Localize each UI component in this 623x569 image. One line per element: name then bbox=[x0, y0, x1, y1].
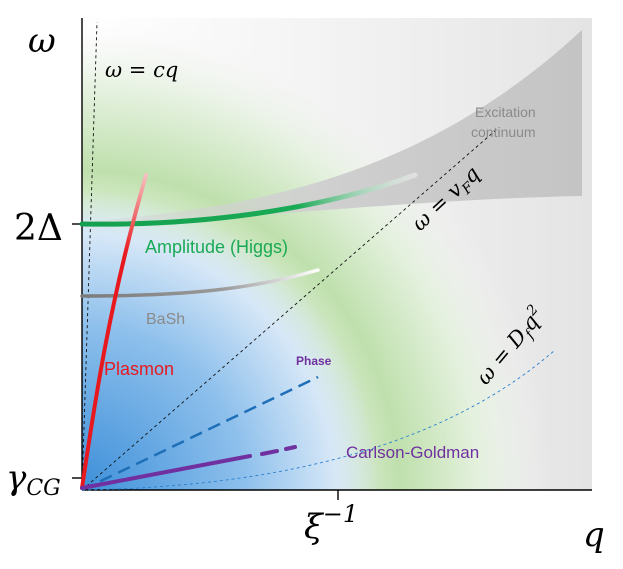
continuum-label-line1: Excitation bbox=[475, 104, 536, 120]
diffusive-curve bbox=[81, 349, 556, 491]
carlson-goldman-mode-solid bbox=[80, 454, 252, 490]
continuum-label-line2: continuum bbox=[471, 124, 536, 140]
xi-inverse-label: ξ−1 bbox=[304, 500, 358, 547]
phase-mode bbox=[81, 375, 319, 492]
light-line-label: ω = cq bbox=[105, 58, 178, 82]
y-axis-symbol: ω bbox=[28, 21, 56, 61]
light-line bbox=[81, 21, 98, 491]
two-delta-label: 2Δ bbox=[14, 208, 63, 249]
xi-superscript: −1 bbox=[323, 500, 358, 528]
phase-label: Phase bbox=[296, 354, 332, 368]
plasmon-label: Plasmon bbox=[104, 359, 174, 379]
plasmon-mode bbox=[80, 173, 148, 490]
gamma-symbol: γ bbox=[6, 458, 27, 498]
gamma-subscript: CG bbox=[26, 476, 60, 501]
xi-symbol: ξ bbox=[304, 507, 325, 547]
fermi-velocity-line bbox=[81, 129, 497, 491]
bash-label: BaSh bbox=[146, 311, 185, 328]
x-axis-symbol: q bbox=[583, 515, 605, 555]
excitation-continuum-band bbox=[82, 30, 582, 226]
carlson-goldman-mode-dashed bbox=[260, 445, 297, 456]
amplitude-label: Amplitude (Higgs) bbox=[145, 237, 288, 257]
amplitude-higgs-mode bbox=[79, 172, 418, 227]
carlson-goldman-label: Carlson-Goldman bbox=[346, 443, 479, 462]
gamma-cg-label: γCG bbox=[6, 458, 61, 501]
